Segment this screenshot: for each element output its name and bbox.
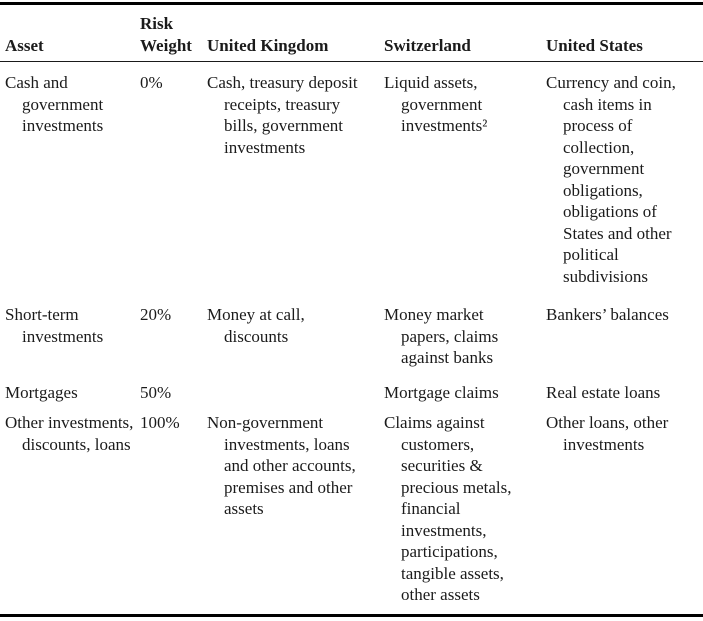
cell-switzerland: Money market papers, claims against bank… <box>384 305 499 367</box>
cell-united-states: Real estate loans <box>546 382 661 402</box>
cell-switzerland: Mortgage claims <box>384 382 499 402</box>
table-row-other-investments: Other investments, discounts, loans 100%… <box>0 404 703 615</box>
header-switzerland: Switzerland <box>384 3 546 62</box>
table-row-cash-and-government: Cash and government investments 0% Cash,… <box>0 62 703 289</box>
cell-risk-weight: 20% <box>140 305 172 324</box>
cell-united-kingdom: Money at call, discounts <box>207 305 305 346</box>
cell-switzerland: Liquid assets, government investments² <box>384 73 488 135</box>
header-row: Asset Risk Weight United Kingdom Switzer… <box>0 3 703 62</box>
cell-risk-weight: 100% <box>140 413 180 432</box>
cell-united-states: Bankers’ balances <box>546 305 669 324</box>
cell-risk-weight: 50% <box>140 382 172 402</box>
table-row-mortgages: Mortgages 50% Mortgage claims Real estat… <box>0 370 703 405</box>
table-header: Asset Risk Weight United Kingdom Switzer… <box>0 3 703 62</box>
cell-asset: Cash and government investments <box>5 73 104 135</box>
cell-asset: Short-term investments <box>5 305 104 346</box>
table-body: Cash and government investments 0% Cash,… <box>0 62 703 616</box>
cell-risk-weight: 0% <box>140 73 163 92</box>
header-united-kingdom: United Kingdom <box>207 3 384 62</box>
cell-asset: Other investments, discounts, loans <box>5 413 134 454</box>
cell-asset: Mortgages <box>5 382 78 402</box>
cell-united-kingdom: Cash, treasury deposit receipts, treasur… <box>207 73 358 157</box>
header-risk-weight: Risk Weight <box>140 3 207 62</box>
cell-united-states: Currency and coin, cash items in process… <box>546 73 676 286</box>
header-asset: Asset <box>0 3 140 62</box>
cell-switzerland: Claims against customers, securities & p… <box>384 413 512 604</box>
table-row-short-term-investments: Short-term investments 20% Money at call… <box>0 288 703 370</box>
cell-united-kingdom: Non-government investments, loans and ot… <box>207 413 356 518</box>
header-united-states: United States <box>546 3 703 62</box>
cell-united-states: Other loans, other investments <box>546 413 669 454</box>
cell-united-kingdom <box>207 370 384 405</box>
